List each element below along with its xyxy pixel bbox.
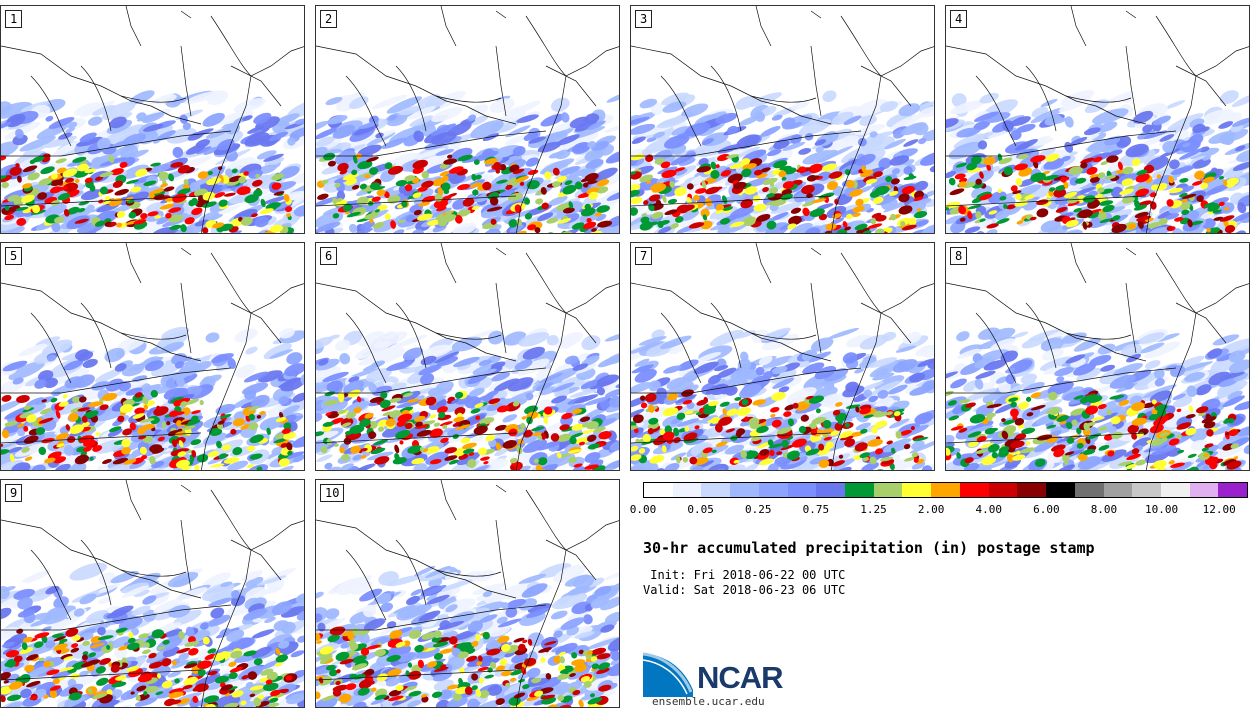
precip-map	[316, 243, 619, 470]
colorbar-swatch	[816, 483, 846, 497]
map-panel-3: 3	[630, 5, 935, 234]
colorbar	[643, 482, 1248, 498]
colorbar-swatch	[1132, 483, 1161, 497]
precip-map	[316, 6, 619, 233]
panel-label: 2	[320, 10, 338, 28]
map-panel-7: 7	[630, 242, 935, 471]
colorbar-swatch	[1103, 483, 1133, 497]
colorbar-tick-label: 0.25	[744, 503, 772, 516]
precip-map	[631, 6, 934, 233]
colorbar-swatch	[730, 483, 759, 497]
chart-title: 30-hr accumulated precipitation (in) pos…	[643, 539, 1095, 557]
precip-map	[946, 243, 1249, 470]
panel-label: 9	[5, 484, 23, 502]
panel-label: 3	[635, 10, 653, 28]
map-panel-10: 10	[315, 479, 620, 708]
site-url[interactable]: ensemble.ucar.edu	[652, 695, 765, 708]
colorbar-swatch	[988, 483, 1018, 497]
precip-map	[1, 243, 304, 470]
panel-label: 8	[950, 247, 968, 265]
colorbar-tick-label: 0.75	[802, 503, 830, 516]
panel-label: 5	[5, 247, 23, 265]
colorbar-tick-label: 10.00	[1145, 503, 1179, 516]
ncar-logo-icon	[643, 652, 693, 697]
precip-map	[946, 6, 1249, 233]
colorbar-swatch	[758, 483, 788, 497]
colorbar-swatch	[1189, 483, 1219, 497]
colorbar-tick-label: 8.00	[1090, 503, 1118, 516]
colorbar-swatch	[1160, 483, 1190, 497]
map-panel-2: 2	[315, 5, 620, 234]
colorbar-tick-label: 2.00	[917, 503, 945, 516]
colorbar-swatch	[959, 483, 989, 497]
precip-map	[631, 243, 934, 470]
panel-label: 4	[950, 10, 968, 28]
valid-time: Valid: Sat 2018-06-23 06 UTC	[643, 583, 846, 597]
colorbar-swatch	[1046, 483, 1075, 497]
logo-text: NCAR	[697, 660, 784, 695]
map-panel-6: 6	[315, 242, 620, 471]
init-time: Init: Fri 2018-06-22 00 UTC	[643, 568, 846, 582]
colorbar-swatch	[787, 483, 817, 497]
map-panel-1: 1	[0, 5, 305, 234]
colorbar-swatch	[873, 483, 903, 497]
colorbar-tick-label: 4.00	[975, 503, 1002, 516]
map-panel-8: 8	[945, 242, 1250, 471]
precip-map	[1, 6, 304, 233]
colorbar-swatch	[1074, 483, 1104, 497]
colorbar-swatch	[931, 483, 960, 497]
panel-label: 1	[5, 10, 23, 28]
colorbar-tick-label: 0.05	[687, 503, 714, 516]
colorbar-swatch	[845, 483, 874, 497]
colorbar-tick-label: 12.00	[1202, 503, 1236, 516]
colorbar-swatch	[1218, 483, 1248, 497]
colorbar-swatch	[902, 483, 932, 497]
colorbar-tick-label: 0.00	[629, 503, 657, 516]
colorbar-swatch	[644, 483, 673, 497]
panel-label: 7	[635, 247, 653, 265]
colorbar-tick-label: 6.00	[1033, 503, 1060, 516]
map-panel-9: 9	[0, 479, 305, 708]
colorbar-tick-label: 1.25	[860, 503, 887, 516]
colorbar-swatch	[672, 483, 702, 497]
precip-map	[316, 480, 619, 707]
map-panel-5: 5	[0, 242, 305, 471]
colorbar-swatch	[701, 483, 731, 497]
colorbar-swatch	[1017, 483, 1047, 497]
precip-map	[1, 480, 304, 707]
panel-label: 6	[320, 247, 338, 265]
panel-label: 10	[320, 484, 345, 502]
map-panel-4: 4	[945, 5, 1250, 234]
